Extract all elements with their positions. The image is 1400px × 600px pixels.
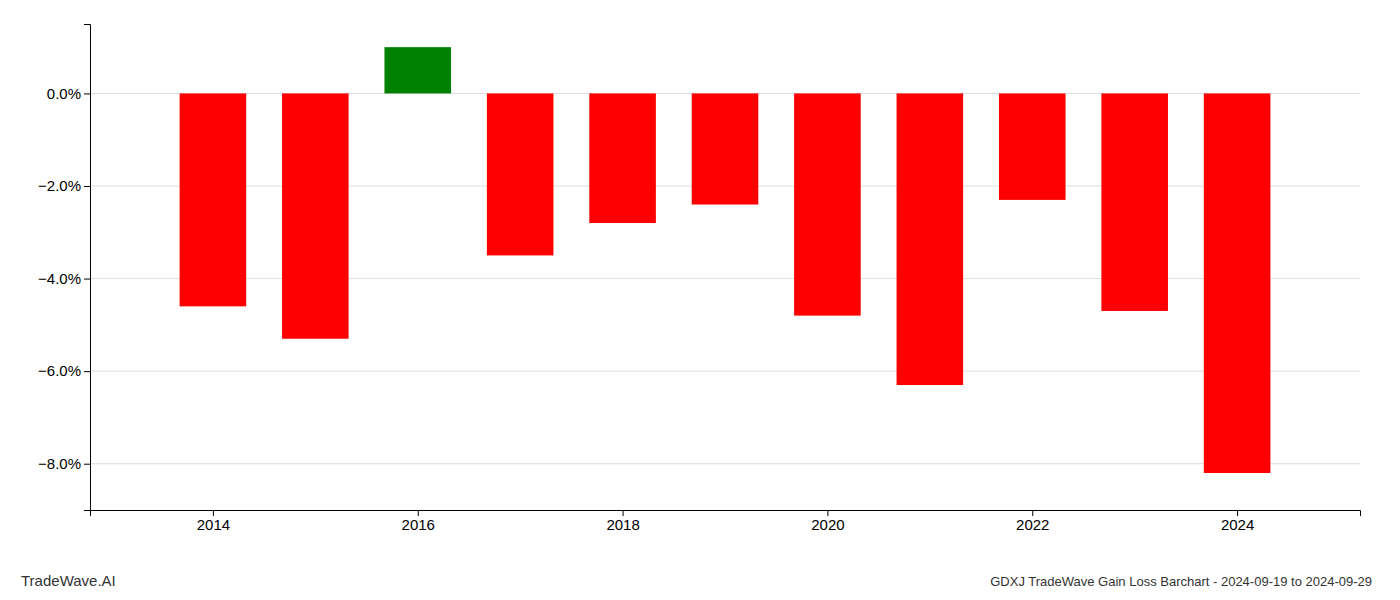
y-tick-label: −6.0% [38,362,81,379]
x-tick-label: 2024 [1221,516,1254,533]
plot: 2014 2016 2018 2020 2022 2024 0.0% −2.0% −4.0% −6… [38,25,1360,533]
grid-line [90,463,1360,464]
bar [999,93,1066,199]
bars [180,47,1271,473]
title: GDXJ TradeWave Gain Loss Barchart - 2024… [990,574,1372,589]
y-tick: −2.0% [38,177,90,194]
x-tick-label: 2014 [197,516,230,533]
x-axis: 2014 2016 2018 2020 2022 2024 [91,510,1361,533]
y-tick-label: −2.0% [38,177,81,194]
y-tick: −4.0% [38,270,90,287]
y-tick-mark [84,93,90,94]
x-tick-label: 2018 [606,516,639,533]
grid-line [90,278,1360,279]
y-tick-label: −4.0% [38,270,81,287]
y-tick: −8.0% [38,455,90,472]
bar [692,93,759,204]
bar [794,93,861,315]
x-tick: 2022 [1016,510,1049,533]
bar [1101,93,1168,311]
x-tick-label: 2016 [402,516,435,533]
bar [384,47,451,93]
bar [180,93,247,306]
bar [282,93,349,338]
y-tick: 0.0% [47,85,90,102]
x-tick: 2016 [402,510,435,533]
y-tick-mark [84,186,90,187]
bar [1204,93,1271,473]
grid [90,93,1360,463]
x-tick: 2024 [1221,510,1254,533]
y-tick-label: 0.0% [47,85,81,102]
x-tick: 2020 [811,510,844,533]
grid-line [90,371,1360,372]
bar [487,93,554,255]
axis-line [91,511,1361,517]
x-tick: 2014 [197,510,230,533]
x-tick: 2018 [606,510,639,533]
y-axis: 0.0% −2.0% −4.0% −6.0% −8.0% [38,25,90,511]
axis-line [84,25,91,511]
annotation: TradeWave.AI [21,572,116,589]
y-tick-mark [84,464,90,465]
x-tick-label: 2022 [1016,516,1049,533]
y-tick-mark [84,279,90,280]
bar [589,93,656,223]
chart: 2014 2016 2018 2020 2022 2024 0.0% −2.0% −4.0% −6… [0,0,1400,600]
y-tick-mark [84,371,90,372]
y-tick-label: −8.0% [38,455,81,472]
x-tick-label: 2020 [811,516,844,533]
y-tick: −6.0% [38,362,90,379]
bar [897,93,964,385]
